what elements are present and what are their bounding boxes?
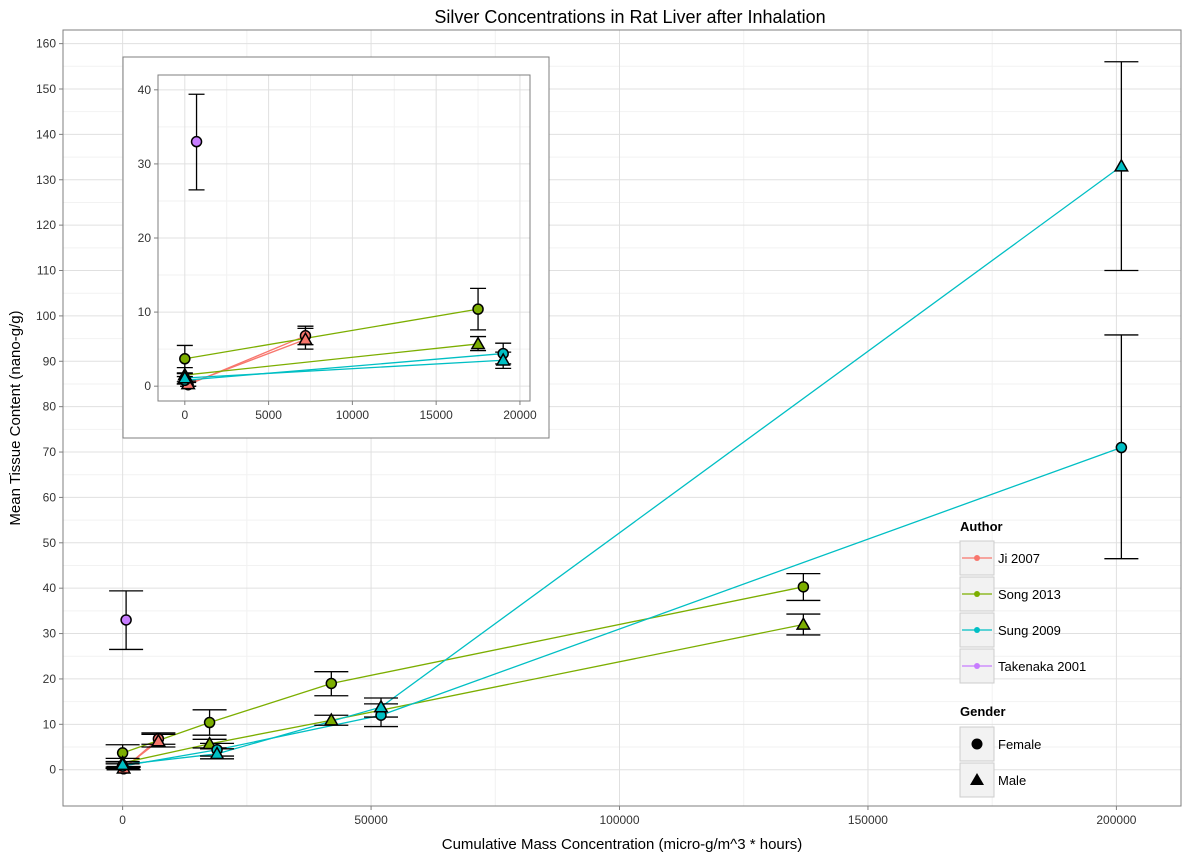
data-point-circle (205, 718, 215, 728)
data-point-circle (326, 678, 336, 688)
x-tick-label: 200000 (1096, 813, 1136, 827)
y-tick-label: 50 (43, 536, 57, 550)
data-point-circle (121, 615, 131, 625)
y-tick-label: 0 (49, 763, 56, 777)
y-tick-label: 100 (36, 309, 56, 323)
gender-legend-title: Gender (960, 704, 1006, 719)
x-tick-label: 0 (119, 813, 126, 827)
legend-label: Ji 2007 (998, 551, 1040, 566)
y-tick-label: 30 (138, 157, 152, 171)
legend-key-dot (974, 663, 980, 669)
y-tick-label: 110 (37, 264, 56, 278)
inset-chart: 0 10 20 30 40 0 5000 10000 15000 20000 (123, 57, 549, 438)
data-point-circle (798, 582, 808, 592)
legend-key-circle (972, 739, 983, 750)
y-tick-label: 130 (36, 173, 56, 187)
x-tick-label: 50000 (354, 813, 388, 827)
y-axis-label: Mean Tissue Content (nano-g/g) (7, 310, 24, 525)
legend-key-dot (974, 555, 980, 561)
y-tick-label: 30 (43, 627, 57, 641)
y-tick-label: 0 (144, 379, 151, 393)
y-tick-label: 150 (36, 82, 56, 96)
x-tick-label: 20000 (503, 408, 537, 422)
x-tick-label: 5000 (255, 408, 282, 422)
x-axis-label: Cumulative Mass Concentration (micro-g/m… (442, 836, 803, 853)
data-point-circle (192, 137, 202, 147)
data-point-circle (1116, 442, 1126, 452)
x-tick-label: 150000 (848, 813, 888, 827)
data-point-circle (473, 304, 483, 314)
y-tick-label: 60 (43, 490, 57, 504)
legend-label: Song 2013 (998, 587, 1061, 602)
x-tick-label: 100000 (599, 813, 639, 827)
y-tick-label: 140 (36, 127, 56, 141)
chart-title: Silver Concentrations in Rat Liver after… (434, 7, 825, 27)
legend-key-dot (974, 627, 980, 633)
y-tick-label: 80 (43, 400, 57, 414)
y-tick-label: 160 (36, 37, 56, 51)
x-tick-label: 15000 (419, 408, 453, 422)
author-legend-title: Author (960, 519, 1003, 534)
data-point-circle (180, 354, 190, 364)
y-tick-label: 120 (36, 218, 56, 232)
legend-label: Male (998, 773, 1026, 788)
legend-label: Takenaka 2001 (998, 659, 1086, 674)
y-tick-label: 20 (43, 672, 57, 686)
y-tick-label: 90 (43, 354, 57, 368)
y-tick-label: 70 (43, 445, 57, 459)
y-tick-label: 40 (138, 83, 152, 97)
y-tick-label: 20 (138, 231, 152, 245)
legend-label: Sung 2009 (998, 623, 1061, 638)
legend-key-dot (974, 591, 980, 597)
y-tick-label: 40 (43, 581, 57, 595)
legend-label: Female (998, 737, 1041, 752)
x-tick-label: 0 (181, 408, 188, 422)
y-tick-label: 10 (138, 305, 152, 319)
x-tick-label: 10000 (336, 408, 370, 422)
y-tick-label: 10 (43, 717, 57, 731)
